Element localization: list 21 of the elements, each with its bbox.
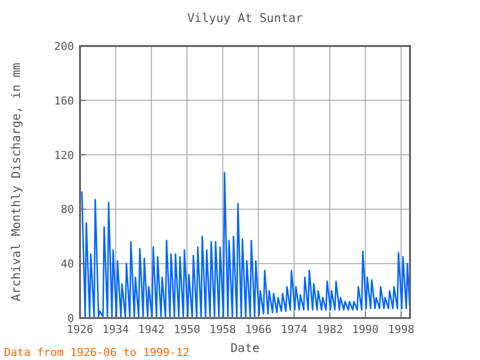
x-tick-label: 1974 — [280, 323, 308, 336]
x-axis-title: Date — [230, 341, 260, 355]
x-tick-label: 1966 — [245, 323, 272, 336]
x-tick-label: 1942 — [138, 323, 165, 336]
x-tick-label: 1990 — [352, 323, 379, 336]
y-axis-title: Archival Monthly Discharge, in mm — [9, 62, 23, 302]
y-tick-label: 80 — [60, 203, 74, 216]
x-tick-label: 1958 — [209, 323, 236, 336]
y-tick-label: 40 — [60, 258, 74, 271]
y-tick-label: 0 — [67, 312, 74, 325]
x-tick-label: 1998 — [388, 323, 414, 336]
y-tick-label: 120 — [54, 148, 74, 162]
y-tick-label: 160 — [54, 94, 74, 108]
x-tick-label: 1934 — [102, 323, 130, 336]
chart-title: Vilyuy At Suntar — [187, 11, 303, 25]
x-tick-label: 1926 — [66, 323, 94, 336]
x-tick-label: 1950 — [174, 323, 200, 336]
y-tick-label: 200 — [54, 40, 74, 53]
text: Data from 1926-06 to 1999-12 — [4, 346, 190, 359]
x-tick-label: 1982 — [316, 323, 343, 336]
line-series — [81, 172, 410, 318]
